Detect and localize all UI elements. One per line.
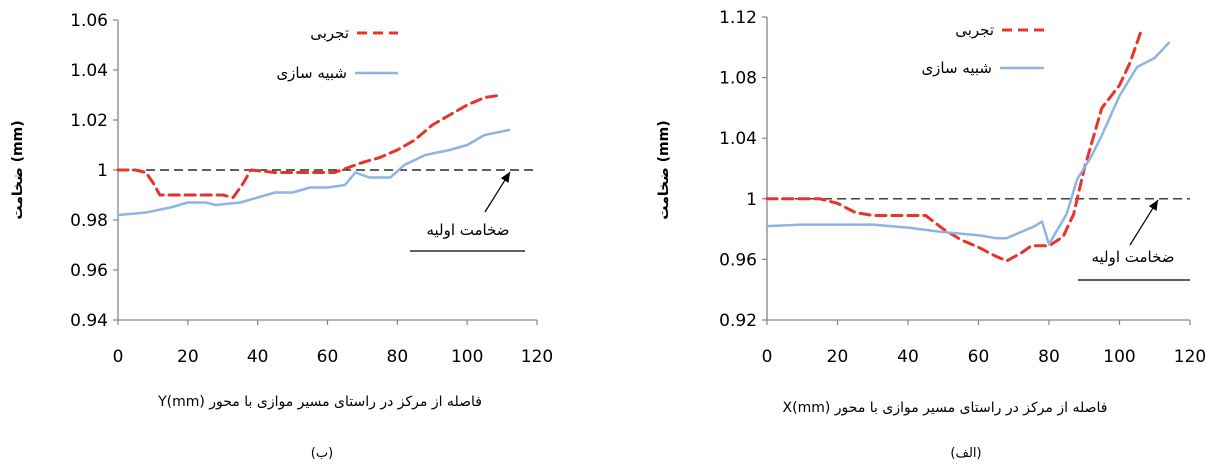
y-axis-ticks: 0.92 0.96 1 1.04 1.08 1.12 xyxy=(719,8,767,331)
x-tick-label: 60 xyxy=(317,347,339,367)
reference-line-label: ضخامت اولیه xyxy=(1091,248,1174,266)
legend: تجربی شبیه سازی xyxy=(276,24,398,82)
y-axis-label: ضخامت (mm) xyxy=(656,120,672,219)
y-tick-label: 0.98 xyxy=(70,211,108,231)
y-tick-label: 0.96 xyxy=(70,261,108,281)
y-tick-label: 0.94 xyxy=(70,311,108,331)
x-tick-label: 80 xyxy=(1038,347,1060,367)
legend-label-simulation: شبیه سازی xyxy=(921,59,992,77)
y-tick-label: 1.04 xyxy=(719,129,757,149)
panel-caption: (ب) xyxy=(311,446,333,461)
y-tick-label: 1 xyxy=(97,161,108,181)
x-tick-label: 100 xyxy=(451,347,483,367)
chart-panel-b: 0.94 0.96 0.98 1 1.02 1.04 1.06 0 20 40 60 80 100 12… xyxy=(10,11,553,461)
annotation-arrowhead xyxy=(500,172,510,183)
x-tick-label: 20 xyxy=(827,347,849,367)
x-axis-label: فاصله از مرکز در راستای مسیر موازی با مح… xyxy=(157,394,482,410)
y-axis-label: ضخامت (mm) xyxy=(10,120,26,219)
legend-label-simulation: شبیه سازی xyxy=(276,64,347,82)
x-tick-label: 40 xyxy=(247,347,269,367)
reference-annotation: ضخامت اولیه xyxy=(410,171,525,252)
axes xyxy=(766,17,1190,321)
series-experimental-line xyxy=(765,30,1143,263)
x-tick-label: 120 xyxy=(521,347,553,367)
x-tick-label: 60 xyxy=(968,347,990,367)
annotation-arrowhead xyxy=(1148,200,1158,211)
series-simulation-line xyxy=(116,128,511,217)
x-axis-label: فاصله از مرکز در راستای مسیر موازی با مح… xyxy=(783,400,1108,416)
legend-label-experimental: تجربی xyxy=(955,21,994,39)
y-tick-label: 1.04 xyxy=(70,61,108,81)
x-tick-label: 40 xyxy=(897,347,919,367)
series-experimental-line xyxy=(116,93,504,199)
reference-line-label: ضخامت اولیه xyxy=(426,221,509,239)
x-tick-label: 0 xyxy=(762,347,773,367)
y-tick-label: 1 xyxy=(746,190,757,210)
x-tick-label: 100 xyxy=(1103,347,1135,367)
reference-annotation: ضخامت اولیه xyxy=(1078,199,1190,281)
x-tick-label: 120 xyxy=(1174,347,1205,367)
y-tick-label: 1.02 xyxy=(70,111,108,131)
legend: تجربی شبیه سازی xyxy=(921,21,1044,77)
x-axis-ticks: 0 20 40 60 80 100 120 xyxy=(113,320,553,367)
y-tick-label: 1.12 xyxy=(719,8,757,28)
y-tick-label: 0.96 xyxy=(719,250,757,270)
panel-caption: (الف) xyxy=(950,446,981,461)
x-tick-label: 20 xyxy=(177,347,199,367)
x-tick-label: 80 xyxy=(387,347,409,367)
chart-panel-alef: 0.92 0.96 1 1.04 1.08 1.12 0 20 40 60 80 100 120 تج… xyxy=(656,8,1205,461)
y-axis-ticks: 0.94 0.96 0.98 1 1.02 1.04 1.06 xyxy=(70,11,118,331)
y-tick-label: 1.06 xyxy=(70,11,108,31)
series-group xyxy=(116,93,511,217)
series-group xyxy=(765,30,1171,263)
legend-label-experimental: تجربی xyxy=(310,24,349,42)
series-simulation-line xyxy=(765,41,1171,246)
y-tick-label: 0.92 xyxy=(719,311,757,331)
x-axis-ticks: 0 20 40 60 80 100 120 xyxy=(762,320,1205,367)
y-tick-label: 1.08 xyxy=(719,69,757,89)
x-tick-label: 0 xyxy=(113,347,124,367)
